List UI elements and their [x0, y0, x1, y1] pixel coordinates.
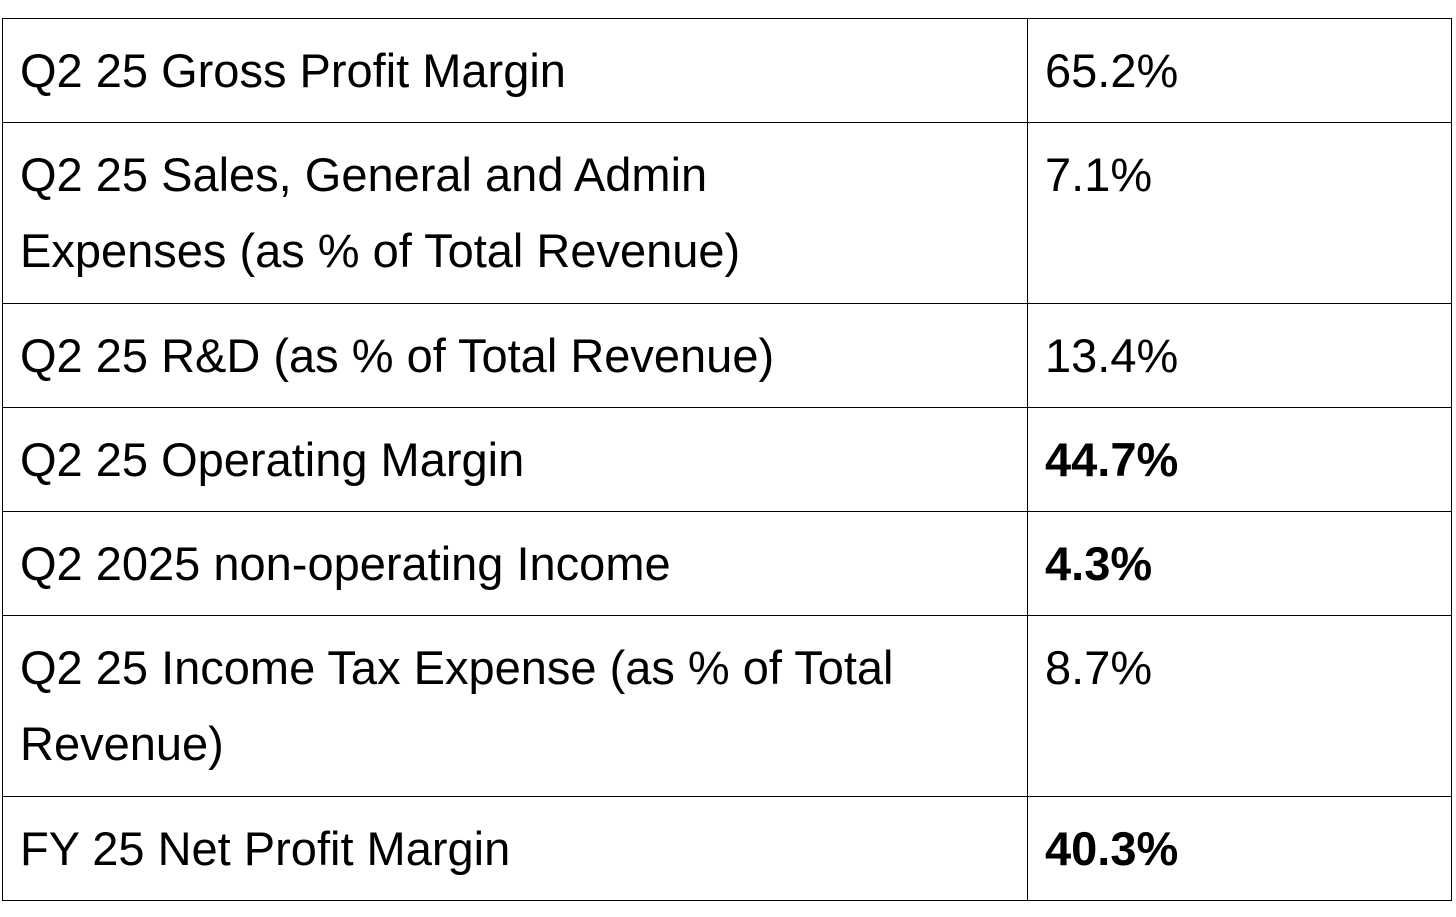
row-label: Q2 25 R&D (as % of Total Revenue) [2, 303, 1028, 408]
row-value: 7.1% [1027, 122, 1452, 304]
row-label: Q2 25 Operating Margin [2, 407, 1028, 512]
table-row: Q2 25 Gross Profit Margin 65.2% [2, 18, 1452, 123]
row-value: 4.3% [1027, 511, 1452, 616]
row-label: Q2 25 Gross Profit Margin [2, 18, 1028, 123]
row-value: 44.7% [1027, 407, 1452, 512]
metrics-table: Q2 25 Gross Profit Margin 65.2% Q2 25 Sa… [2, 18, 1452, 901]
row-value: 13.4% [1027, 303, 1452, 408]
row-value: 8.7% [1027, 615, 1452, 797]
table-row: Q2 25 Income Tax Expense (as % of Total … [2, 615, 1452, 797]
row-label: Q2 25 Income Tax Expense (as % of Total … [2, 615, 1028, 797]
table-row: Q2 25 Sales, General and Admin Expenses … [2, 122, 1452, 304]
table-row: Q2 25 Operating Margin 44.7% [2, 407, 1452, 512]
row-value: 40.3% [1027, 796, 1452, 901]
table-row: Q2 2025 non-operating Income 4.3% [2, 511, 1452, 616]
row-label: FY 25 Net Profit Margin [2, 796, 1028, 901]
table-row: FY 25 Net Profit Margin 40.3% [2, 796, 1452, 901]
row-label: Q2 25 Sales, General and Admin Expenses … [2, 122, 1028, 304]
table-row: Q2 25 R&D (as % of Total Revenue) 13.4% [2, 303, 1452, 408]
row-label: Q2 2025 non-operating Income [2, 511, 1028, 616]
row-value: 65.2% [1027, 18, 1452, 123]
